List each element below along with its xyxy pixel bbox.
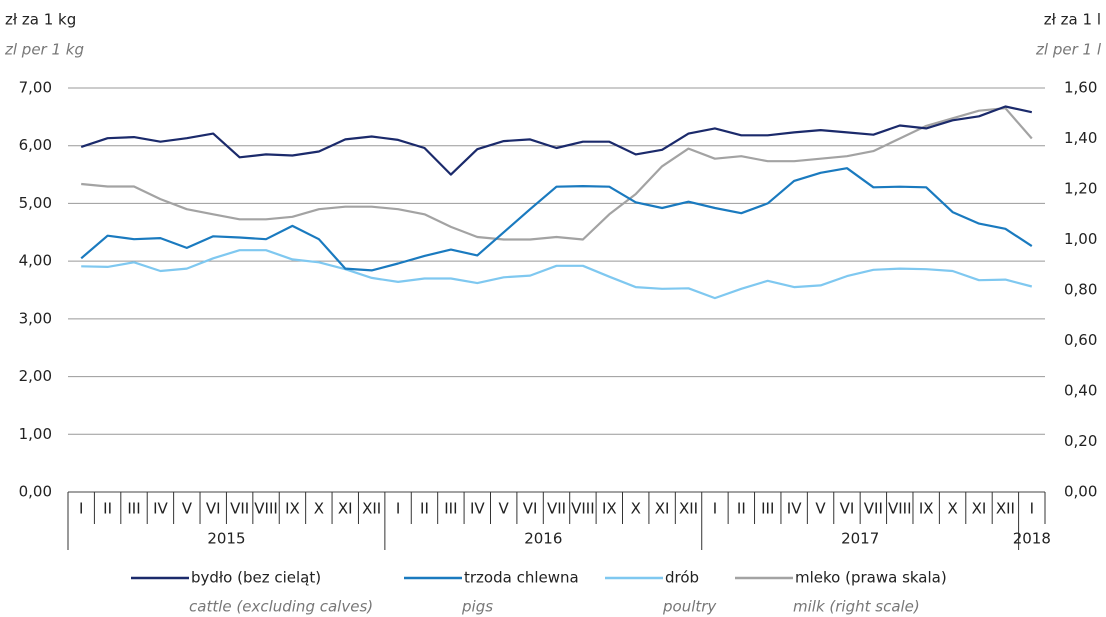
y2-tick-label: 0,80 [1064, 281, 1097, 299]
x-tick-label: XI [972, 500, 987, 518]
series-line [80, 167, 1033, 272]
x-tick-label: VII [230, 500, 249, 518]
x-tick-label: II [103, 500, 112, 518]
x-tick-label: V [815, 500, 826, 518]
x-tick-label: I [713, 500, 717, 518]
x-tick-label: VI [206, 500, 221, 518]
x-tick-label: II [420, 500, 429, 518]
x-tick-label: II [737, 500, 746, 518]
x-tick-label: VIII [254, 500, 278, 518]
y-tick-label: 6,00 [19, 136, 52, 154]
x-tick-label: I [1030, 500, 1034, 518]
year-label: 2018 [1013, 530, 1051, 548]
x-tick-label: X [314, 500, 324, 518]
y-axis-title-en: zl per 1 kg [4, 41, 84, 59]
x-tick-label: I [396, 500, 400, 518]
legend-label-en: milk (right scale) [793, 598, 920, 616]
x-tick-label: XII [996, 500, 1015, 518]
x-tick-label: VIII [888, 500, 912, 518]
x-tick-label: IX [285, 500, 300, 518]
x-tick-label: VI [523, 500, 538, 518]
series-line [81, 107, 1033, 241]
year-label: 2015 [207, 530, 245, 548]
x-tick-label: IV [153, 500, 168, 518]
y2-tick-label: 1,20 [1064, 180, 1097, 198]
x-tick-label: X [631, 500, 641, 518]
y-tick-label: 5,00 [19, 194, 52, 212]
x-tick-label: VII [547, 500, 566, 518]
y-tick-label: 4,00 [19, 252, 52, 270]
x-tick-label: III [444, 500, 457, 518]
x-tick-label: V [499, 500, 510, 518]
y-tick-label: 3,00 [19, 309, 52, 327]
x-tick-label: V [182, 500, 193, 518]
year-label: 2017 [841, 530, 879, 548]
year-label: 2016 [524, 530, 562, 548]
y2-tick-label: 0,40 [1064, 382, 1097, 400]
legend-label-en: cattle (excluding calves) [189, 598, 373, 616]
y2-tick-label: 0,60 [1064, 331, 1097, 349]
y2-tick-label: 1,00 [1064, 230, 1097, 248]
y2-axis-title-en: zl per 1 l [1035, 41, 1102, 59]
y2-tick-label: 1,40 [1064, 129, 1097, 147]
legend-label-en: poultry [662, 598, 717, 616]
y-tick-label: 0,00 [19, 483, 52, 501]
legend-label: mleko (prawa skala) [795, 569, 947, 587]
y2-tick-label: 0,00 [1064, 483, 1097, 501]
x-tick-label: IX [602, 500, 617, 518]
x-tick-label: III [761, 500, 774, 518]
x-tick-label: IX [919, 500, 934, 518]
y-tick-label: 1,00 [19, 425, 52, 443]
legend-label: drób [665, 569, 699, 587]
y2-axis-title: zł za 1 l [1044, 11, 1101, 29]
x-tick-label: III [127, 500, 140, 518]
x-tick-label: XI [655, 500, 670, 518]
y2-tick-label: 1,60 [1064, 79, 1097, 97]
x-tick-label: XI [338, 500, 353, 518]
x-tick-label: VI [840, 500, 855, 518]
x-tick-label: VIII [571, 500, 595, 518]
x-tick-label: VII [864, 500, 883, 518]
legend-label-en: pigs [461, 598, 493, 616]
x-tick-label: IV [470, 500, 485, 518]
x-tick-label: X [947, 500, 957, 518]
y-tick-label: 2,00 [19, 367, 52, 385]
series-line [80, 105, 1033, 176]
legend-label: bydło (bez cieląt) [191, 569, 321, 587]
y-tick-label: 7,00 [19, 79, 52, 97]
x-tick-label: I [79, 500, 83, 518]
legend-label: trzoda chlewna [464, 569, 579, 587]
y2-tick-label: 0,20 [1064, 432, 1097, 450]
series-line [81, 249, 1033, 300]
y-axis-title: zł za 1 kg [5, 11, 76, 29]
x-tick-label: XII [362, 500, 381, 518]
x-tick-label: XII [679, 500, 698, 518]
x-tick-label: IV [787, 500, 802, 518]
